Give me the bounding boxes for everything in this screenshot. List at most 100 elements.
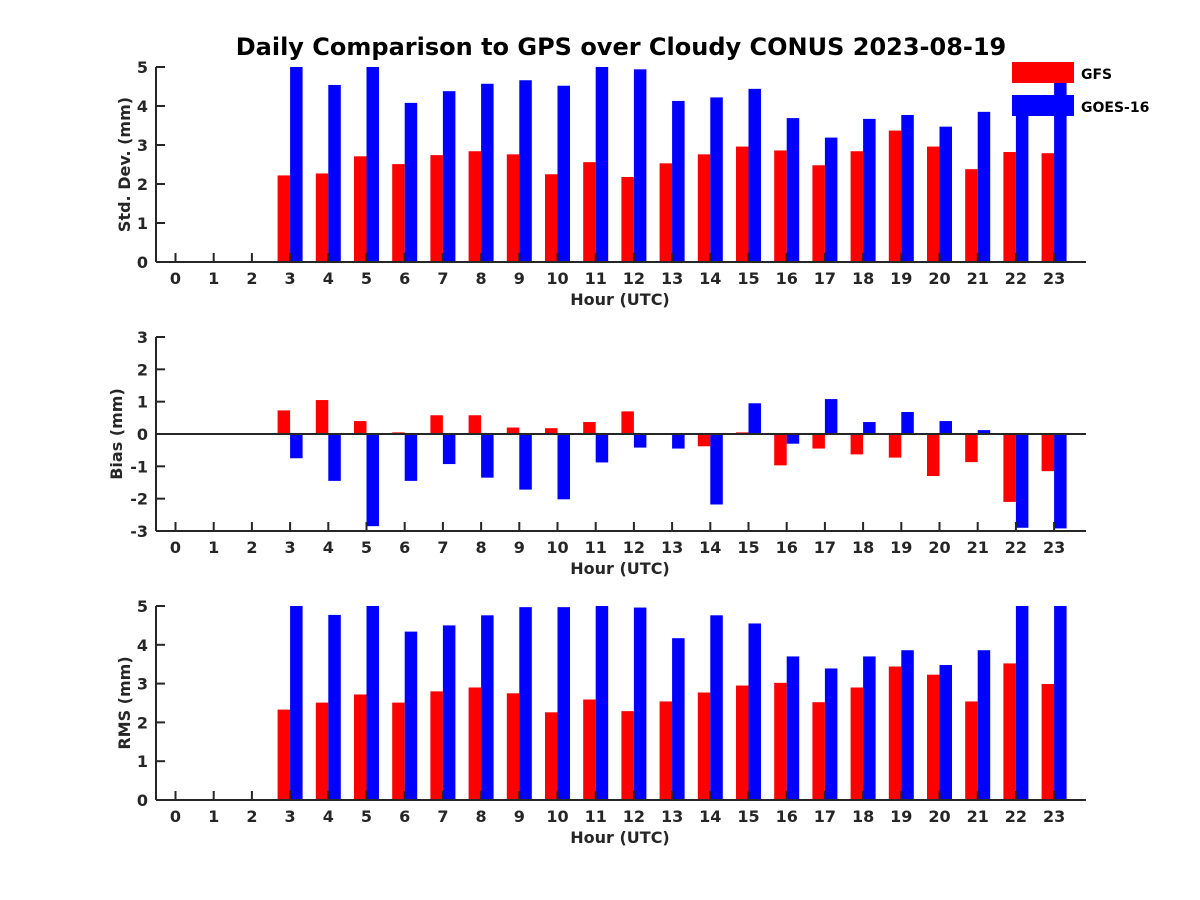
bar-gfs-hour-7 bbox=[430, 155, 443, 262]
bar-goes16-hour-14 bbox=[710, 97, 723, 262]
bar-gfs-hour-6 bbox=[392, 702, 405, 800]
bar-goes16-hour-19 bbox=[901, 114, 914, 262]
bar-gfs-hour-8 bbox=[468, 687, 482, 800]
bar-gfs-hour-16 bbox=[774, 434, 787, 466]
x-axis-label: Hour (UTC) bbox=[570, 559, 670, 578]
x-tick-label: 15 bbox=[737, 269, 759, 288]
y-tick-label: 0 bbox=[137, 253, 148, 272]
bar-goes16-hour-19 bbox=[901, 412, 914, 434]
y-tick-label: 4 bbox=[137, 636, 148, 655]
bar-goes16-hour-4 bbox=[328, 434, 341, 481]
x-tick-label: 5 bbox=[361, 807, 372, 826]
y-tick-label: 2 bbox=[137, 360, 148, 379]
x-tick-label: 2 bbox=[246, 538, 257, 557]
bar-gfs-hour-3 bbox=[277, 709, 291, 800]
bar-goes16-hour-22 bbox=[1015, 434, 1029, 528]
x-tick-label: 20 bbox=[928, 807, 950, 826]
y-tick-label: 2 bbox=[137, 713, 148, 732]
x-tick-label: 7 bbox=[437, 538, 448, 557]
x-tick-label: 14 bbox=[699, 807, 721, 826]
x-tick-label: 23 bbox=[1043, 269, 1065, 288]
bar-goes16-hour-10 bbox=[557, 607, 570, 800]
legend: GFS GOES-16 bbox=[1012, 62, 1149, 116]
bar-gfs-hour-3 bbox=[277, 410, 291, 434]
bar-gfs-hour-10 bbox=[545, 174, 558, 262]
y-tick-label: 0 bbox=[137, 791, 148, 810]
bar-goes16-hour-19 bbox=[901, 650, 914, 800]
bar-goes16-hour-14 bbox=[710, 434, 723, 505]
x-tick-label: 2 bbox=[246, 269, 257, 288]
x-tick-label: 18 bbox=[852, 538, 874, 557]
x-tick-label: 21 bbox=[967, 807, 989, 826]
bar-goes16-hour-10 bbox=[557, 85, 570, 262]
x-tick-label: 13 bbox=[661, 538, 683, 557]
x-tick-label: 1 bbox=[208, 538, 219, 557]
bar-gfs-hour-19 bbox=[888, 666, 902, 800]
x-tick-label: 4 bbox=[323, 807, 334, 826]
x-tick-label: 3 bbox=[285, 807, 296, 826]
bar-goes16-hour-11 bbox=[595, 67, 609, 262]
x-tick-label: 16 bbox=[776, 538, 798, 557]
bar-goes16-hour-3 bbox=[290, 606, 303, 800]
y-tick-label: 5 bbox=[137, 597, 148, 616]
bar-goes16-hour-3 bbox=[290, 67, 303, 262]
bar-gfs-hour-16 bbox=[774, 150, 787, 262]
bar-gfs-hour-18 bbox=[850, 151, 864, 262]
bar-gfs-hour-12 bbox=[621, 411, 634, 434]
x-tick-label: 12 bbox=[623, 269, 645, 288]
bar-goes16-hour-15 bbox=[748, 403, 761, 434]
bar-gfs-hour-18 bbox=[850, 434, 864, 455]
x-tick-label: 22 bbox=[1005, 807, 1027, 826]
bar-gfs-hour-5 bbox=[354, 156, 367, 262]
y-tick-label: 1 bbox=[137, 752, 148, 771]
y-tick-label: 4 bbox=[137, 97, 148, 116]
legend-label-gfs: GFS bbox=[1081, 67, 1112, 83]
bar-gfs-hour-5 bbox=[354, 694, 367, 800]
x-tick-label: 2 bbox=[246, 807, 257, 826]
bar-gfs-hour-9 bbox=[506, 427, 520, 434]
x-tick-label: 5 bbox=[361, 269, 372, 288]
bar-gfs-hour-14 bbox=[697, 692, 711, 800]
x-tick-label: 12 bbox=[623, 538, 645, 557]
bar-gfs-hour-15 bbox=[736, 146, 749, 262]
x-tick-label: 13 bbox=[661, 807, 683, 826]
x-tick-label: 19 bbox=[890, 807, 912, 826]
y-axis-label: Bias (mm) bbox=[107, 388, 126, 480]
bar-gfs-hour-13 bbox=[659, 701, 673, 800]
x-tick-label: 21 bbox=[967, 538, 989, 557]
x-tick-label: 6 bbox=[399, 269, 410, 288]
bar-goes16-hour-17 bbox=[824, 668, 838, 800]
bar-gfs-hour-23 bbox=[1041, 153, 1055, 262]
x-tick-label: 3 bbox=[285, 538, 296, 557]
y-tick-label: -2 bbox=[130, 490, 148, 509]
bias-panel: 0 1 2 3 4 5 6 7 8 9 10 11 12 13 14 15 16 17 18 19 20 21 22 23-3… bbox=[107, 328, 1086, 578]
bar-gfs-hour-17 bbox=[812, 165, 825, 262]
x-tick-label: 3 bbox=[285, 269, 296, 288]
x-tick-label: 22 bbox=[1005, 538, 1027, 557]
x-tick-label: 17 bbox=[814, 807, 836, 826]
bar-gfs-hour-20 bbox=[927, 146, 940, 262]
bar-goes16-hour-6 bbox=[404, 434, 418, 481]
x-tick-label: 15 bbox=[737, 538, 759, 557]
bar-goes16-hour-11 bbox=[595, 606, 609, 800]
x-tick-label: 20 bbox=[928, 269, 950, 288]
bar-gfs-hour-3 bbox=[277, 175, 291, 262]
bar-goes16-hour-23 bbox=[1054, 434, 1067, 529]
bar-gfs-hour-12 bbox=[621, 711, 634, 800]
bar-goes16-hour-5 bbox=[366, 67, 379, 262]
bar-gfs-hour-16 bbox=[774, 682, 787, 800]
bar-goes16-hour-8 bbox=[481, 434, 494, 478]
x-tick-label: 11 bbox=[585, 269, 607, 288]
x-tick-label: 10 bbox=[546, 538, 568, 557]
bar-gfs-hour-23 bbox=[1041, 683, 1055, 800]
x-tick-label: 8 bbox=[476, 269, 487, 288]
bar-gfs-hour-19 bbox=[888, 434, 902, 458]
bar-gfs-hour-22 bbox=[1003, 663, 1016, 800]
y-tick-label: 3 bbox=[137, 675, 148, 694]
x-tick-label: 22 bbox=[1005, 269, 1027, 288]
bar-goes16-hour-9 bbox=[519, 434, 532, 490]
x-tick-label: 18 bbox=[852, 807, 874, 826]
x-tick-label: 17 bbox=[814, 538, 836, 557]
bar-goes16-hour-16 bbox=[786, 434, 800, 444]
